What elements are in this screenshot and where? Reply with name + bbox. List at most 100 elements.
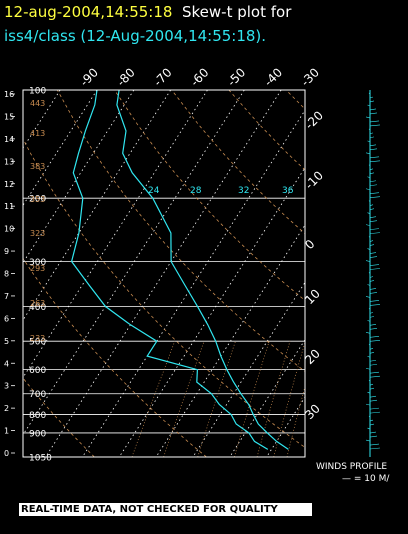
- mixing-ratio-line: [163, 341, 205, 457]
- wind-barb: [369, 280, 375, 282]
- wind-barb: [369, 244, 375, 246]
- wind-barb: [369, 112, 378, 115]
- wind-barb: [369, 172, 375, 175]
- wind-barb: [369, 100, 375, 103]
- wind-barb: [369, 240, 374, 242]
- dry-adiabat-label: 293: [30, 264, 45, 273]
- wind-barb: [365, 332, 371, 334]
- isotherm-line: [23, 90, 208, 379]
- wind-barb: [368, 236, 371, 238]
- dry-adiabat-line: [56, 90, 305, 372]
- mixing-ratio-line: [256, 341, 291, 457]
- isotherm-line: [155, 224, 305, 457]
- isotherm-line: [23, 90, 172, 321]
- wind-barb: [369, 419, 374, 422]
- height-tick-label: 11: [4, 202, 14, 211]
- wind-barb: [368, 272, 371, 274]
- isotherm-right-label: -20: [302, 108, 326, 132]
- isotherm-line: [82, 109, 305, 457]
- dry-adiabat-label: 353: [30, 195, 45, 204]
- isotherm-line: [377, 90, 408, 457]
- isotherm-line: [229, 339, 305, 457]
- wind-barb: [369, 336, 380, 338]
- wind-barb: [368, 308, 371, 310]
- isotherm-line: [118, 166, 305, 457]
- mixing-ratio-line: [131, 341, 176, 457]
- height-tick-label: 4: [4, 359, 9, 368]
- mixing-ratio-label: 36: [282, 186, 294, 196]
- height-tick-label: 9: [4, 247, 9, 256]
- height-tick-label: 14: [4, 135, 14, 144]
- wind-barb: [365, 296, 371, 298]
- plot-area: [23, 90, 408, 457]
- wind-barb: [369, 363, 378, 366]
- wind-barb: [369, 399, 378, 402]
- wind-barb: [369, 180, 377, 183]
- wind-barb: [368, 415, 371, 418]
- wind-barb: [369, 192, 380, 195]
- height-tick-label: 15: [4, 112, 14, 121]
- wind-barb: [369, 96, 374, 99]
- pressure-tick-label: 800: [29, 411, 46, 421]
- wind-barb: [369, 184, 378, 187]
- wind-barb: [369, 168, 374, 171]
- isotherm-line: [45, 90, 282, 457]
- height-tick-label: 1: [4, 427, 9, 436]
- wind-barb: [369, 276, 374, 278]
- dry-adiabat-line: [285, 90, 305, 110]
- isotherm-line: [23, 90, 135, 264]
- temperature-tick-label: -80: [114, 65, 138, 89]
- dry-adiabat-label: 443: [30, 99, 45, 108]
- wind-barb: [369, 216, 377, 218]
- wind-barb: [369, 124, 381, 127]
- height-tick-label: 10: [4, 225, 14, 234]
- height-tick-label: 6: [4, 314, 9, 323]
- wind-barb: [367, 248, 371, 250]
- source-label: iss4/class (12-Aug-2004,14:55:18).: [4, 27, 267, 45]
- wind-barb: [367, 176, 371, 179]
- wind-barb: [369, 268, 381, 270]
- wind-barb: [365, 403, 371, 406]
- mixing-ratio-line: [197, 341, 236, 457]
- wind-barb: [369, 328, 378, 330]
- wind-barb: [369, 108, 377, 111]
- temperature-tick-label: -90: [77, 65, 101, 89]
- wind-barb: [369, 375, 381, 378]
- wind-barb: [369, 447, 381, 450]
- pressure-tick-label: 500: [29, 338, 46, 348]
- pressure-tick-label: 900: [29, 429, 46, 439]
- wind-barb: [367, 104, 371, 107]
- wind-barb: [369, 208, 375, 210]
- dry-adiabat-label: 263: [30, 299, 45, 308]
- date-time-label: 12-aug-2004,14:55:18: [4, 3, 173, 21]
- isotherm-line: [303, 453, 305, 457]
- temperature-trace: [116, 90, 289, 450]
- wind-barb: [369, 196, 381, 199]
- wind-barb: [369, 348, 374, 350]
- temperature-tick-label: -50: [225, 65, 249, 89]
- dewpoint-trace: [70, 90, 269, 450]
- wind-barb: [369, 431, 377, 434]
- temperature-tick-label: -60: [188, 65, 212, 89]
- dry-adiabat-label: 233: [30, 334, 45, 343]
- wind-barb: [367, 212, 371, 214]
- mixing-ratio-line: [286, 385, 305, 457]
- dry-adiabat-label: 413: [30, 129, 45, 138]
- wind-barb: [367, 355, 371, 358]
- wind-barb: [369, 220, 378, 222]
- wind-barb: [369, 359, 377, 362]
- title-line-1: 12-aug-2004,14:55:18 Skew-t plot for: [4, 3, 291, 21]
- dry-adiabat-label: 383: [30, 162, 45, 171]
- plot-label: Skew-t plot for: [182, 3, 292, 21]
- dry-adiabat-line: [23, 257, 207, 457]
- wind-barb: [368, 92, 371, 95]
- wind-barb: [369, 312, 374, 314]
- wind-barb: [365, 188, 371, 191]
- wind-barb: [369, 371, 380, 374]
- wind-barb: [369, 288, 377, 290]
- mixing-ratio-line: [273, 341, 305, 457]
- wind-barb: [368, 200, 371, 202]
- temperature-tick-label: -40: [261, 65, 285, 89]
- wind-barb: [369, 156, 380, 159]
- wind-barb: [368, 379, 371, 382]
